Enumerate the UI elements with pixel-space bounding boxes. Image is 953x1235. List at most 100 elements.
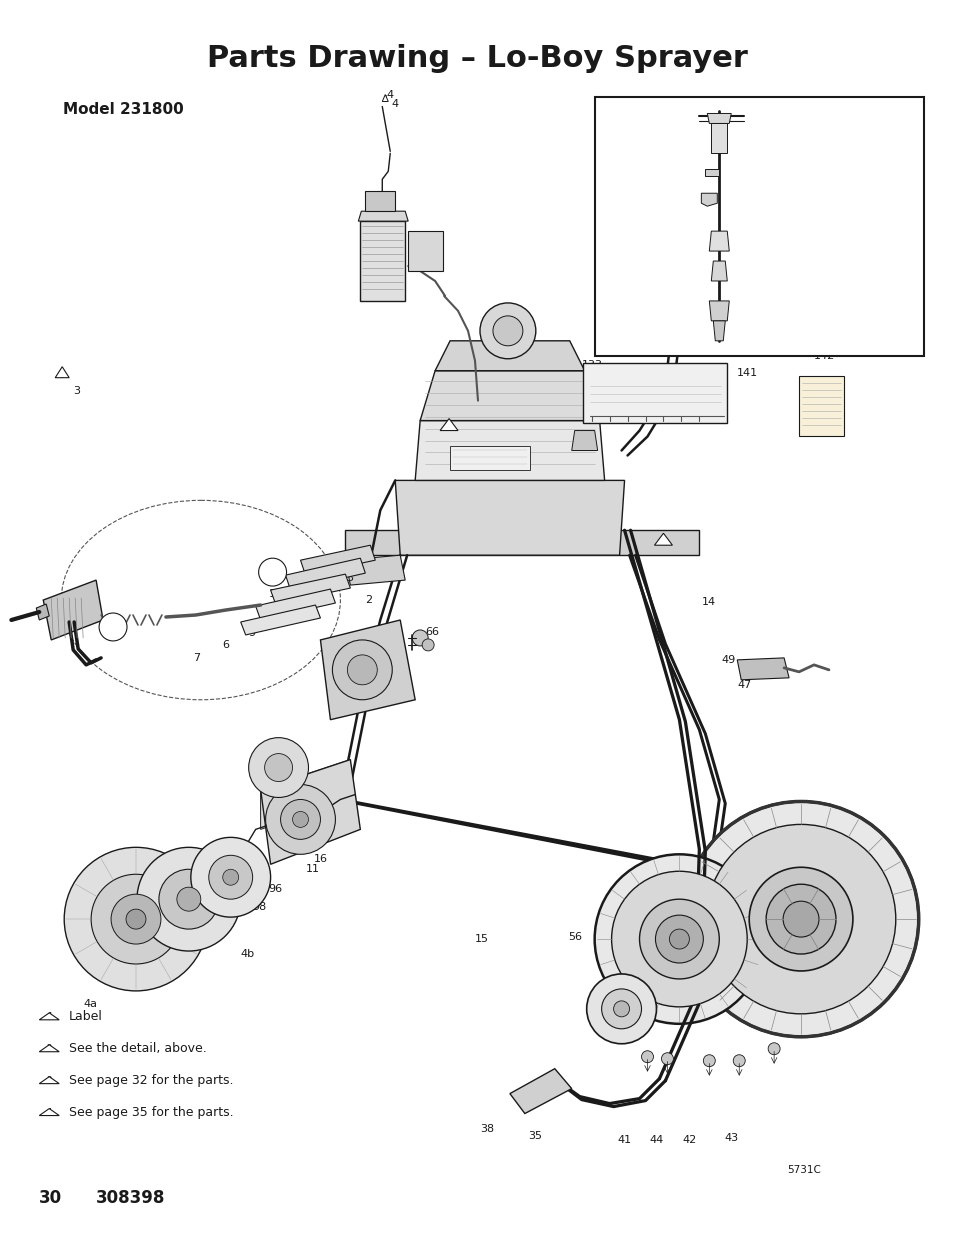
Polygon shape bbox=[654, 270, 680, 291]
Text: 11: 11 bbox=[305, 864, 319, 874]
Text: 3: 3 bbox=[73, 385, 81, 395]
Text: 3: 3 bbox=[47, 1076, 51, 1086]
Text: 1: 1 bbox=[47, 1013, 51, 1021]
Circle shape bbox=[265, 784, 335, 855]
Polygon shape bbox=[415, 421, 604, 480]
Polygon shape bbox=[709, 231, 728, 251]
Text: 43: 43 bbox=[723, 1134, 738, 1144]
Polygon shape bbox=[345, 530, 699, 556]
Text: 5731C: 5731C bbox=[786, 1166, 821, 1176]
Polygon shape bbox=[509, 1068, 571, 1114]
Text: 38: 38 bbox=[479, 1124, 494, 1134]
Polygon shape bbox=[713, 321, 724, 341]
Bar bbox=[450, 446, 529, 471]
Circle shape bbox=[176, 887, 200, 911]
Circle shape bbox=[682, 802, 918, 1036]
Text: 3: 3 bbox=[265, 615, 273, 625]
Text: 36: 36 bbox=[519, 415, 534, 426]
Text: 9: 9 bbox=[249, 627, 255, 638]
Text: 45: 45 bbox=[631, 194, 644, 204]
Text: 35: 35 bbox=[527, 1131, 541, 1141]
Text: 37: 37 bbox=[768, 191, 781, 201]
Circle shape bbox=[209, 856, 253, 899]
Text: 101: 101 bbox=[461, 424, 482, 433]
Text: 4a: 4a bbox=[83, 999, 97, 1009]
Polygon shape bbox=[382, 95, 388, 101]
Text: 2: 2 bbox=[660, 537, 665, 547]
Polygon shape bbox=[439, 419, 457, 431]
Text: 14: 14 bbox=[700, 597, 715, 608]
Text: 7: 7 bbox=[193, 653, 200, 663]
Polygon shape bbox=[345, 556, 405, 585]
Polygon shape bbox=[240, 605, 320, 635]
Circle shape bbox=[126, 909, 146, 929]
Circle shape bbox=[280, 799, 320, 840]
Text: Ref 36: Ref 36 bbox=[647, 121, 680, 131]
Polygon shape bbox=[700, 193, 717, 206]
Circle shape bbox=[137, 847, 240, 951]
Text: DETAIL: DETAIL bbox=[872, 106, 916, 116]
Text: 47: 47 bbox=[737, 679, 751, 690]
Text: 39: 39 bbox=[759, 245, 772, 254]
Circle shape bbox=[669, 929, 689, 948]
Circle shape bbox=[264, 753, 293, 782]
Circle shape bbox=[111, 894, 161, 944]
Text: 56: 56 bbox=[567, 932, 581, 942]
Text: 11: 11 bbox=[269, 589, 282, 599]
Polygon shape bbox=[419, 370, 599, 421]
Text: 4: 4 bbox=[382, 95, 387, 104]
Text: 2: 2 bbox=[47, 1045, 51, 1053]
Polygon shape bbox=[706, 114, 731, 124]
Polygon shape bbox=[709, 301, 728, 321]
Text: A: A bbox=[268, 566, 277, 579]
Text: 13: 13 bbox=[340, 573, 354, 583]
Circle shape bbox=[655, 915, 702, 963]
Text: 42: 42 bbox=[681, 1135, 696, 1146]
Circle shape bbox=[258, 558, 286, 587]
Polygon shape bbox=[737, 658, 788, 679]
Text: 1: 1 bbox=[446, 424, 451, 432]
Polygon shape bbox=[704, 169, 719, 177]
Circle shape bbox=[765, 884, 835, 953]
Circle shape bbox=[99, 613, 127, 641]
Text: 10: 10 bbox=[296, 603, 311, 613]
Text: 6: 6 bbox=[222, 640, 230, 650]
Circle shape bbox=[594, 855, 763, 1024]
Text: 49: 49 bbox=[720, 655, 735, 664]
Circle shape bbox=[748, 867, 852, 971]
Polygon shape bbox=[39, 1077, 59, 1083]
Circle shape bbox=[613, 1000, 629, 1016]
Circle shape bbox=[660, 1052, 673, 1065]
Text: 142: 142 bbox=[813, 351, 835, 361]
Text: 46: 46 bbox=[768, 216, 781, 226]
Polygon shape bbox=[260, 760, 350, 830]
Circle shape bbox=[191, 837, 271, 918]
Text: 66: 66 bbox=[425, 627, 438, 637]
Polygon shape bbox=[320, 620, 415, 720]
Polygon shape bbox=[571, 431, 597, 451]
Circle shape bbox=[611, 871, 746, 1007]
Text: 4: 4 bbox=[47, 1108, 51, 1116]
Circle shape bbox=[412, 630, 428, 646]
Circle shape bbox=[733, 1055, 744, 1067]
Text: 12: 12 bbox=[318, 587, 333, 597]
Text: 132: 132 bbox=[763, 343, 784, 353]
Text: 16: 16 bbox=[155, 962, 170, 972]
Circle shape bbox=[640, 1051, 653, 1062]
Text: 133: 133 bbox=[581, 359, 602, 369]
Circle shape bbox=[601, 989, 640, 1029]
Circle shape bbox=[159, 869, 218, 929]
Text: 2: 2 bbox=[365, 595, 372, 605]
Polygon shape bbox=[395, 480, 624, 556]
Polygon shape bbox=[255, 589, 335, 620]
Polygon shape bbox=[39, 1013, 59, 1020]
Text: 308398: 308398 bbox=[96, 1189, 165, 1208]
Text: 30: 30 bbox=[39, 1189, 62, 1208]
Bar bbox=[594, 96, 923, 356]
Polygon shape bbox=[300, 545, 375, 576]
Circle shape bbox=[639, 899, 719, 979]
Text: 3: 3 bbox=[60, 372, 65, 380]
Text: 41: 41 bbox=[617, 1135, 631, 1146]
Text: 16: 16 bbox=[314, 855, 327, 864]
Bar bbox=[360, 221, 405, 301]
